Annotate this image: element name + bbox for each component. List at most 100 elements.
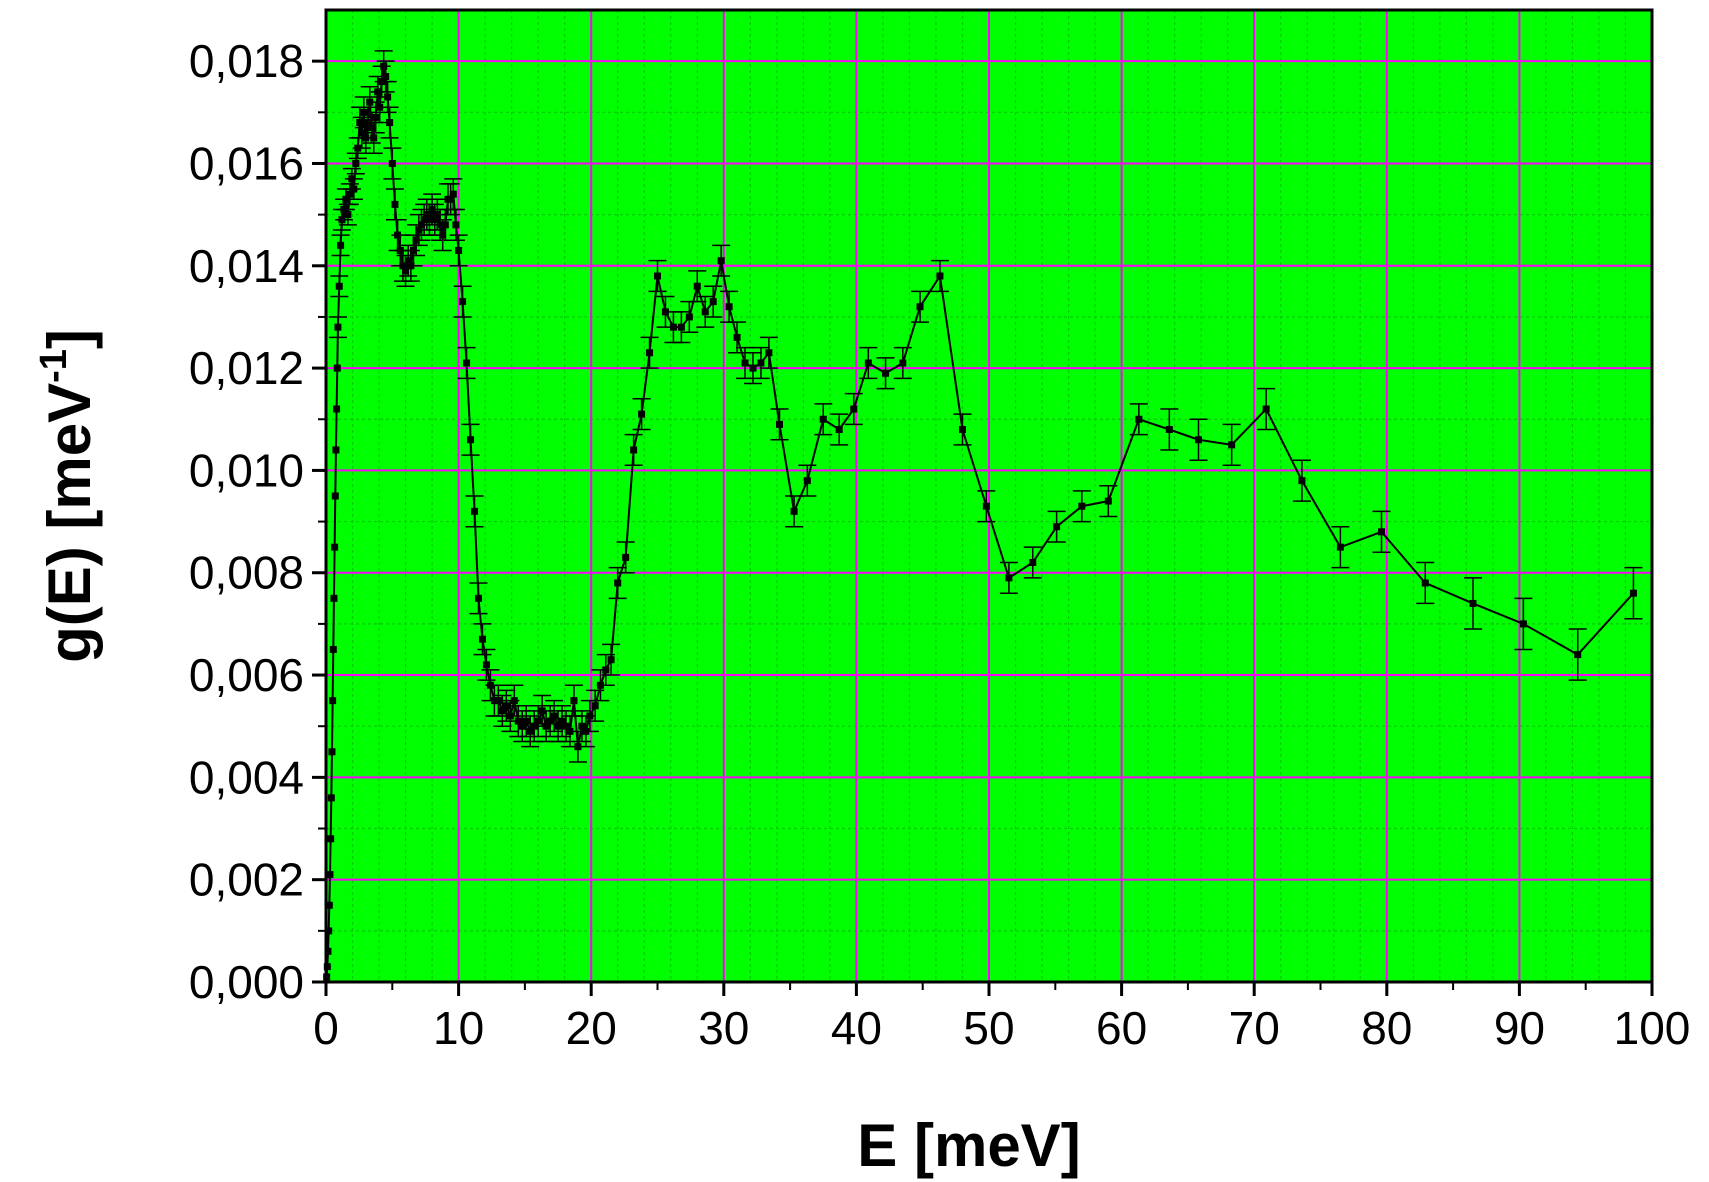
data-point bbox=[455, 246, 463, 254]
data-point bbox=[410, 246, 418, 254]
data-point bbox=[554, 722, 562, 730]
data-point bbox=[607, 656, 615, 664]
y-tick-label: 0,008 bbox=[189, 547, 304, 599]
data-point bbox=[378, 78, 386, 86]
data-point bbox=[325, 901, 333, 909]
data-point bbox=[433, 211, 441, 219]
data-point bbox=[441, 221, 449, 229]
data-point bbox=[350, 185, 358, 193]
data-point bbox=[693, 282, 701, 290]
data-point bbox=[498, 707, 506, 715]
data-point bbox=[566, 727, 574, 735]
data-point bbox=[346, 190, 354, 198]
data-point bbox=[661, 308, 669, 316]
data-point bbox=[366, 98, 374, 106]
x-tick-label: 70 bbox=[1229, 1002, 1280, 1054]
x-tick-label: 60 bbox=[1096, 1002, 1147, 1054]
data-point bbox=[502, 702, 510, 710]
data-point bbox=[391, 200, 399, 208]
data-point bbox=[1519, 620, 1527, 628]
data-point bbox=[790, 507, 798, 515]
data-point bbox=[348, 175, 356, 183]
data-point bbox=[407, 262, 415, 270]
data-point bbox=[1377, 528, 1385, 536]
data-point bbox=[331, 543, 339, 551]
data-point bbox=[402, 267, 410, 275]
data-points bbox=[323, 62, 1637, 981]
data-point bbox=[452, 221, 460, 229]
data-point bbox=[412, 236, 420, 244]
data-point bbox=[899, 359, 907, 367]
data-point bbox=[506, 712, 514, 720]
data-point bbox=[1421, 579, 1429, 587]
data-point bbox=[334, 323, 342, 331]
data-point bbox=[494, 697, 502, 705]
data-point bbox=[420, 216, 428, 224]
data-point bbox=[337, 241, 345, 249]
x-tick-label: 50 bbox=[963, 1002, 1014, 1054]
data-point bbox=[368, 124, 376, 132]
data-point bbox=[338, 216, 346, 224]
data-point bbox=[326, 871, 334, 879]
data-point bbox=[775, 420, 783, 428]
data-point bbox=[1029, 559, 1037, 567]
data-point bbox=[1005, 574, 1013, 582]
data-point bbox=[352, 159, 360, 167]
data-point bbox=[538, 707, 546, 715]
data-point bbox=[646, 349, 654, 357]
data-point bbox=[471, 507, 479, 515]
data-point bbox=[546, 717, 554, 725]
data-point bbox=[332, 446, 340, 454]
data-point bbox=[327, 794, 335, 802]
y-tick-label: 0,016 bbox=[189, 137, 304, 189]
y-axis-title-superscript: -1 bbox=[33, 349, 75, 383]
data-point bbox=[1165, 425, 1173, 433]
data-point bbox=[534, 717, 542, 725]
data-point bbox=[1262, 405, 1270, 413]
data-point bbox=[474, 594, 482, 602]
data-point bbox=[396, 246, 404, 254]
data-point bbox=[630, 446, 638, 454]
data-point bbox=[372, 113, 380, 121]
data-point bbox=[1629, 589, 1637, 597]
data-point bbox=[562, 722, 570, 730]
data-point bbox=[982, 502, 990, 510]
data-point bbox=[819, 415, 827, 423]
data-point bbox=[478, 635, 486, 643]
axis-ticks bbox=[312, 59, 1654, 996]
data-point bbox=[463, 359, 471, 367]
data-point bbox=[1228, 441, 1236, 449]
x-tick-label: 30 bbox=[698, 1002, 749, 1054]
data-point bbox=[333, 405, 341, 413]
data-point bbox=[358, 129, 366, 137]
data-point bbox=[436, 221, 444, 229]
data-point bbox=[1298, 477, 1306, 485]
data-point bbox=[447, 195, 455, 203]
data-point bbox=[542, 722, 550, 730]
data-point bbox=[558, 717, 566, 725]
x-tick-label: 40 bbox=[831, 1002, 882, 1054]
data-point bbox=[360, 108, 368, 116]
data-point bbox=[417, 221, 425, 229]
data-point bbox=[370, 134, 378, 142]
y-axis-title-close: ] bbox=[36, 329, 103, 349]
data-point bbox=[1195, 436, 1203, 444]
data-point bbox=[518, 722, 526, 730]
x-axis-title: E [meV] bbox=[857, 1112, 1080, 1179]
data-point bbox=[614, 579, 622, 587]
data-point bbox=[394, 231, 402, 239]
data-point bbox=[803, 477, 811, 485]
y-tick-label: 0,000 bbox=[189, 956, 304, 1008]
data-point bbox=[439, 231, 447, 239]
data-point bbox=[415, 226, 423, 234]
x-tick-label: 0 bbox=[313, 1002, 339, 1054]
data-point bbox=[749, 364, 757, 372]
y-tick-label: 0,002 bbox=[189, 854, 304, 906]
data-point bbox=[459, 298, 467, 306]
data-point bbox=[340, 206, 348, 214]
data-point bbox=[582, 727, 590, 735]
data-point bbox=[423, 211, 431, 219]
data-point bbox=[725, 303, 733, 311]
data-point bbox=[1053, 523, 1061, 531]
